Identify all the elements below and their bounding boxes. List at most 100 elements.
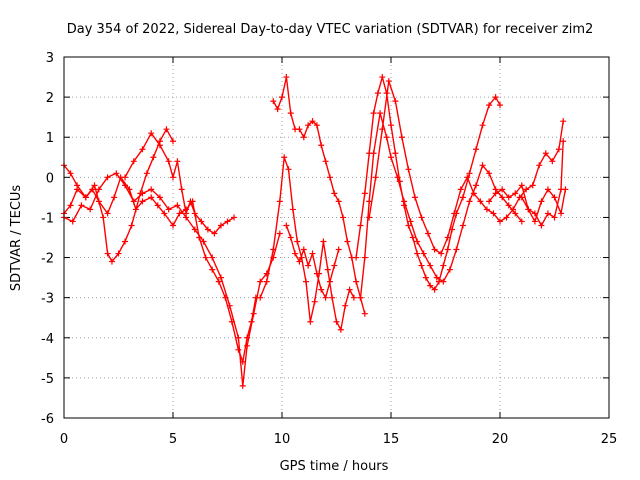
data-point	[283, 74, 290, 81]
data-point	[274, 106, 281, 113]
data-point	[361, 254, 368, 261]
data-point	[357, 222, 364, 229]
data-point	[113, 170, 120, 177]
data-point	[361, 310, 368, 317]
data-point	[183, 210, 190, 217]
data-point	[74, 186, 81, 193]
data-point	[198, 218, 205, 225]
data-point	[542, 150, 549, 157]
data-point	[411, 194, 418, 201]
data-point	[108, 258, 115, 265]
data-point	[263, 278, 270, 285]
data-point	[331, 262, 338, 269]
data-point	[82, 194, 89, 201]
data-point	[156, 142, 163, 149]
data-point	[170, 222, 176, 229]
data-point	[529, 182, 536, 189]
data-point	[111, 194, 118, 201]
data-point	[405, 166, 412, 173]
data-point	[560, 118, 567, 125]
data-point	[490, 210, 497, 217]
data-point	[178, 186, 185, 193]
x-tick-label: 0	[60, 432, 68, 447]
data-point	[139, 198, 146, 205]
data-point	[446, 266, 453, 273]
data-point	[130, 158, 137, 165]
data-point	[200, 238, 207, 245]
data-point	[453, 246, 460, 253]
data-point	[326, 278, 333, 285]
data-point	[523, 186, 530, 193]
data-point	[344, 238, 351, 245]
y-tick-label: -5	[41, 372, 54, 387]
data-point	[104, 210, 111, 217]
data-point	[318, 142, 325, 149]
data-point	[486, 198, 493, 205]
data-point	[377, 110, 384, 117]
data-point	[309, 118, 316, 125]
series-trace-g	[283, 222, 342, 301]
data-point	[67, 202, 74, 209]
data-point	[226, 302, 233, 309]
data-point	[161, 210, 168, 217]
data-point	[279, 94, 285, 101]
data-point	[329, 294, 336, 301]
data-point	[209, 254, 216, 261]
data-point	[383, 134, 390, 141]
data-point	[187, 198, 194, 205]
data-point	[374, 90, 381, 97]
data-point	[281, 154, 288, 161]
data-point	[122, 174, 129, 181]
series-trace-l	[518, 138, 567, 229]
data-point	[104, 174, 111, 181]
x-axis-label: GPS time / hours	[280, 459, 389, 474]
data-point	[558, 210, 565, 217]
data-point	[333, 318, 340, 325]
chart-title: Day 354 of 2022, Sidereal Day-to-day VTE…	[67, 22, 594, 37]
data-point	[486, 170, 493, 177]
data-point	[479, 162, 486, 169]
data-point	[431, 286, 438, 293]
data-point	[555, 146, 562, 153]
data-point	[331, 190, 338, 197]
data-point	[398, 134, 405, 141]
y-tick-label: 0	[46, 171, 54, 186]
data-point	[335, 246, 342, 253]
data-point	[499, 194, 506, 201]
data-point	[459, 194, 466, 201]
data-point	[388, 154, 394, 161]
data-point	[143, 170, 150, 177]
data-point	[130, 198, 137, 205]
data-point	[470, 190, 477, 197]
data-point	[466, 198, 473, 205]
data-point	[544, 186, 551, 193]
data-point	[440, 278, 447, 285]
data-point	[156, 194, 163, 201]
data-point	[217, 274, 224, 281]
data-point	[170, 138, 176, 145]
data-point	[531, 218, 538, 225]
x-tick-label: 15	[383, 432, 400, 447]
data-point	[401, 198, 408, 205]
series-line	[63, 172, 281, 387]
data-point	[294, 238, 301, 245]
data-point	[322, 158, 329, 165]
data-point	[313, 122, 320, 129]
data-point	[444, 234, 451, 241]
data-point	[148, 186, 155, 193]
data-point	[425, 230, 432, 237]
data-point	[388, 122, 394, 129]
data-point	[302, 278, 309, 285]
data-point	[370, 150, 377, 157]
y-tick-labels: 3 2 1 0 -1 -2 -3 -4 -5 -6	[41, 51, 54, 427]
data-point	[438, 250, 445, 257]
data-point	[422, 274, 429, 281]
data-point	[440, 262, 447, 269]
data-point	[322, 294, 329, 301]
data-point	[551, 194, 558, 201]
data-point	[163, 126, 170, 133]
data-point	[353, 278, 360, 285]
data-point	[510, 206, 517, 213]
data-point	[558, 186, 565, 193]
